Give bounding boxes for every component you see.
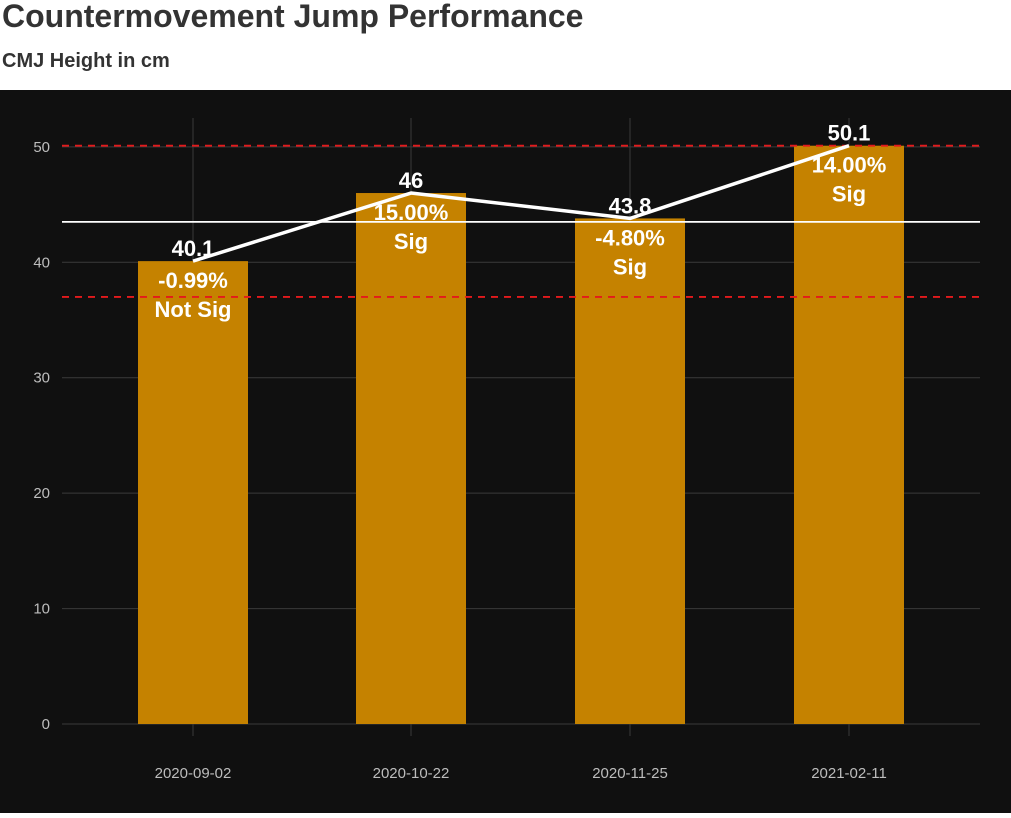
significance-label: Sig: [832, 182, 866, 207]
significance-label: Sig: [394, 229, 428, 254]
bars: [138, 145, 904, 724]
bar: [356, 193, 466, 724]
y-axis: 0 10 20 30 40 50: [33, 139, 50, 733]
value-label: 43.8: [609, 193, 652, 218]
significance-label: Not Sig: [155, 297, 232, 322]
x-tick-label: 2020-09-02: [155, 765, 232, 782]
chart-title: Countermovement Jump Performance: [2, 0, 584, 34]
x-tick-label: 2020-11-25: [592, 765, 668, 782]
y-tick-label: 50: [33, 139, 50, 156]
x-tick-label: 2020-10-22: [373, 765, 450, 782]
trend-line-group: [192, 144, 850, 263]
bar-chart: 40.1 -0.99% Not Sig 46 15.00% Sig 43.8 -4.80% Si…: [0, 90, 1011, 813]
x-tick-label: 2021-02-11: [811, 765, 887, 782]
y-tick-label: 20: [33, 485, 50, 502]
change-label: 15.00%: [374, 200, 449, 225]
y-tick-label: 0: [42, 716, 50, 733]
change-label: -0.99%: [158, 268, 228, 293]
y-tick-label: 30: [33, 370, 50, 387]
significance-label: Sig: [613, 254, 647, 279]
chart-subtitle: CMJ Height in cm: [2, 50, 170, 72]
y-tick-label: 40: [33, 254, 50, 271]
reference-lines: [62, 144, 980, 298]
bar: [575, 218, 685, 724]
value-label: 50.1: [828, 121, 871, 146]
value-label: 46: [399, 168, 423, 193]
chart-panel: 40.1 -0.99% Not Sig 46 15.00% Sig 43.8 -4.80% Si…: [0, 90, 1011, 813]
trend-line: [192, 144, 850, 263]
value-label: 40.1: [172, 236, 215, 261]
change-label: 14.00%: [812, 153, 887, 178]
x-axis: 2020-09-02 2020-10-22 2020-11-25 2021-02-11: [155, 765, 887, 782]
bar: [794, 145, 904, 724]
bar: [138, 261, 248, 724]
y-tick-label: 10: [33, 601, 50, 618]
data-labels: 40.1 -0.99% Not Sig 46 15.00% Sig 43.8 -4.80% Si…: [155, 121, 887, 322]
change-label: -4.80%: [595, 225, 665, 250]
